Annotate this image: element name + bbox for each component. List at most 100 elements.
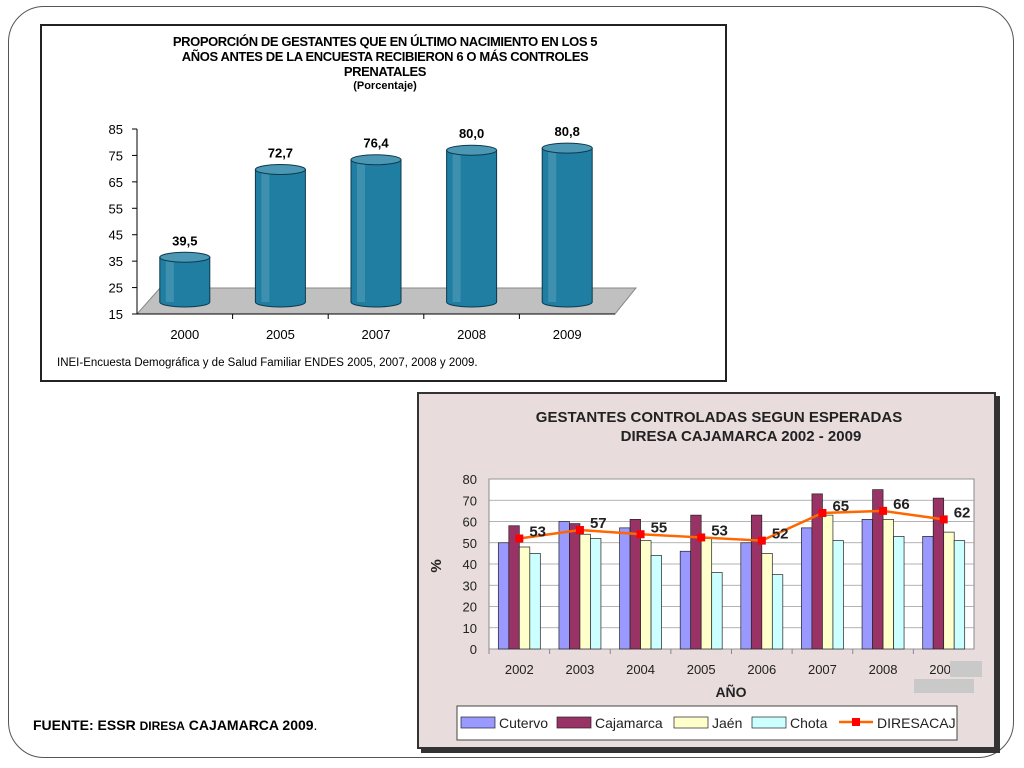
y-tick-label: 75 <box>109 148 123 163</box>
y-tick-label: 65 <box>109 175 123 190</box>
x-tick-label: 2007 <box>362 327 391 342</box>
bar-chota <box>832 540 844 650</box>
bar-top <box>350 154 402 166</box>
chart-title-line: DIRESA CAJAMARCA 2002 - 2009 <box>621 428 862 445</box>
y-tick-label: 50 <box>463 536 477 551</box>
line-marker <box>818 509 827 517</box>
bar-chota <box>711 572 723 650</box>
source-footnote: FUENTE: ESSR DIRESA CAJAMARCA 2009. <box>33 717 317 733</box>
bar-cutervo <box>740 542 752 650</box>
x-tick-label: 2006 <box>747 662 776 677</box>
line-marker <box>575 526 584 534</box>
y-tick-label: 35 <box>109 254 123 269</box>
slide-frame <box>8 6 1014 758</box>
y-tick-label: 55 <box>109 201 123 216</box>
bar-top <box>541 142 593 154</box>
line-marker <box>636 530 645 539</box>
bar-ja-n <box>882 519 894 650</box>
line-data-label: 52 <box>772 526 789 543</box>
source-suffix: CAJAMARCA 2009 <box>184 717 314 733</box>
bar-ja-n <box>518 546 531 650</box>
bar-highlight <box>357 159 365 302</box>
line-marker <box>879 506 888 515</box>
bar-highlight <box>261 169 270 302</box>
bar-highlight <box>452 150 461 302</box>
source-prefix: FUENTE: ESSR <box>33 717 140 733</box>
bar-cutervo <box>801 527 813 650</box>
x-tick-label: 2008 <box>457 327 486 342</box>
line-marker <box>697 533 706 542</box>
bar-cajamarca <box>569 523 581 650</box>
y-tick-label: 80 <box>463 472 477 487</box>
legend-swatch <box>460 716 496 729</box>
x-tick-label: 2005 <box>687 662 716 677</box>
chart-source-note: INEI-Encuesta Demográfica y de Salud Fam… <box>57 357 478 369</box>
bar-chota <box>590 538 602 650</box>
x-tick-label: 2005 <box>266 327 295 342</box>
bar-ja-n <box>761 553 773 650</box>
bar-cajamarca <box>750 514 763 650</box>
legend-label: Chota <box>790 715 828 731</box>
bar-chota <box>771 574 784 650</box>
controlled-pregnancies-chart-svg: GESTANTES CONTROLADAS SEGUN ESPERADAS DIR… <box>428 409 975 741</box>
bar-cajamarca <box>508 525 520 650</box>
x-tick-label: 2004 <box>626 662 655 677</box>
line-diresacaj <box>519 509 944 542</box>
y-tick-label: 10 <box>463 621 477 636</box>
y-tick-label: 20 <box>463 600 477 615</box>
prenatal-controls-chart: PROPORCIÓN DE GESTANTES QUE EN ÚLTIMO NA… <box>40 24 727 382</box>
y-tick-label: 25 <box>109 281 123 296</box>
x-tick-label: 2003 <box>565 662 594 677</box>
x-axis-label: AÑO <box>715 683 746 700</box>
line-data-label: 53 <box>529 524 546 541</box>
y-tick-label: 40 <box>463 557 477 572</box>
y-tick-label: 30 <box>463 578 477 593</box>
line-marker <box>757 536 766 545</box>
bar-cutervo <box>619 527 631 650</box>
bar-cutervo <box>558 521 570 650</box>
legend-line-marker <box>852 718 860 726</box>
bar-chota <box>529 553 541 650</box>
grey-placeholder-box <box>950 661 982 677</box>
chart-subtitle: (Porcentaje) <box>353 80 417 92</box>
legend-swatch <box>751 716 787 729</box>
bar-ja-n <box>943 531 955 650</box>
legend-label: DIRESACAJ <box>877 715 956 731</box>
y-tick-label: 15 <box>109 307 123 322</box>
bar-highlight <box>165 257 174 302</box>
bar-cutervo <box>861 519 873 650</box>
bar-top <box>446 144 498 156</box>
data-label: 80,0 <box>459 126 484 141</box>
line-marker <box>515 534 524 543</box>
y-tick-label: 85 <box>109 122 123 137</box>
legend-label: Cutervo <box>499 715 548 731</box>
source-middle: DIRESA <box>139 719 185 733</box>
x-tick-label: 2007 <box>808 662 837 677</box>
y-tick-label: 60 <box>463 515 477 530</box>
data-label: 76,4 <box>363 136 389 151</box>
x-tick-label: 2000 <box>170 327 199 342</box>
chart-title-line: GESTANTES CONTROLADAS SEGUN ESPERADAS <box>536 409 902 426</box>
bar-chota <box>650 555 662 650</box>
x-tick-label: 2009 <box>553 327 582 342</box>
data-label: 80,8 <box>555 124 580 139</box>
legend-swatch <box>673 716 709 729</box>
line-marker <box>939 515 948 524</box>
line-data-label: 57 <box>590 515 607 532</box>
bar-ja-n <box>579 533 591 650</box>
bar-cajamarca <box>629 519 641 650</box>
bar-top <box>254 164 306 176</box>
bar-highlight <box>548 148 557 302</box>
y-tick-label: 45 <box>109 228 123 243</box>
x-tick-label: 2002 <box>505 662 534 677</box>
y-tick-label: 0 <box>470 642 477 657</box>
legend-swatch <box>556 716 592 729</box>
chart-title-line: PRENATALES <box>344 64 427 79</box>
bar-cutervo <box>922 536 934 650</box>
chart-title-line: PROPORCIÓN DE GESTANTES QUE EN ÚLTIMO NA… <box>173 34 597 49</box>
data-label: 72,7 <box>268 146 293 161</box>
source-dot: . <box>313 717 318 733</box>
bar-ja-n <box>640 540 652 650</box>
x-tick-label: 2008 <box>869 662 898 677</box>
bar-ja-n <box>822 514 834 650</box>
